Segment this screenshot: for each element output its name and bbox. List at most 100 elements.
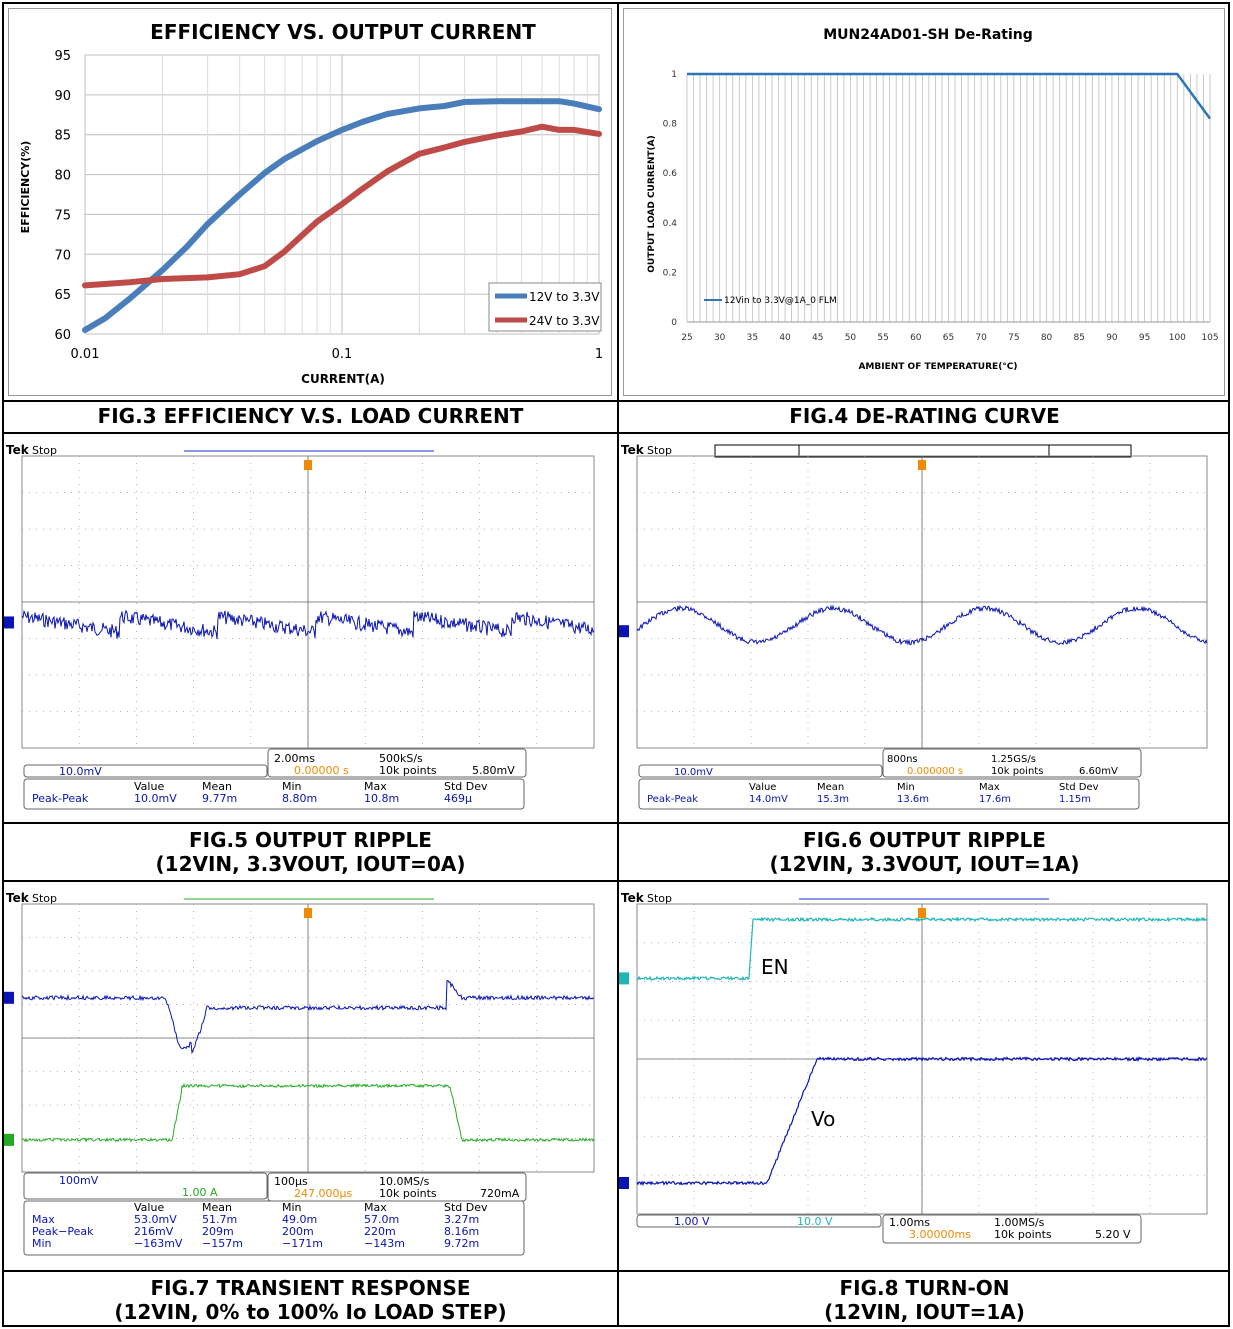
meas-value: 3.27m	[444, 1213, 479, 1226]
scope-state: Stop	[32, 444, 57, 457]
grid-divider-2	[2, 432, 1230, 434]
scope-state: Stop	[647, 892, 672, 905]
meas-row-label: Peak-Peak	[647, 794, 698, 805]
timebase: 2.00ms	[274, 752, 315, 765]
trigger-level: 6.60mV	[1079, 766, 1118, 777]
timebase: 100µs	[274, 1175, 308, 1188]
meas-header: Mean	[817, 782, 844, 793]
y-tick-label: 70	[54, 248, 71, 263]
meas-header: Max	[364, 780, 387, 793]
meas-value: 209m	[202, 1225, 234, 1238]
y-tick-label: 0.4	[663, 219, 678, 229]
vo-trace-label: Vo	[811, 1107, 835, 1131]
trigger-marker	[918, 908, 926, 918]
fig7-caption-line1: FIG.7 TRANSIENT RESPONSE	[150, 1276, 471, 1300]
trigger-position: 247.000µs	[294, 1187, 352, 1200]
scope-brand: Tek	[6, 443, 30, 457]
scope-readout: 100µs 10.0MS/s 247.000µs 10k points 720m…	[23, 1172, 527, 1256]
meas-value: 15.3m	[817, 794, 849, 805]
meas-row-label: Peak-Peak	[32, 792, 89, 805]
series-line-12v	[82, 98, 602, 333]
x-tick-label: 75	[1008, 333, 1019, 343]
scope-brand: Tek	[6, 891, 30, 905]
series-line-derating	[687, 72, 1212, 120]
meas-header: Value	[134, 780, 164, 793]
ch1-scale: 10.0mV	[59, 765, 102, 778]
meas-value: 57.0m	[364, 1213, 399, 1226]
x-tick-label: 50	[845, 333, 857, 343]
x-tick-label: 45	[812, 333, 823, 343]
derating-y-label: OUTPUT LOAD CURRENT(A)	[647, 135, 657, 272]
sample-rate: 1.25GS/s	[991, 754, 1036, 765]
x-tick-label: 25	[681, 333, 692, 343]
fig8-caption-line2: (12VIN, IOUT=1A)	[824, 1300, 1025, 1324]
x-tick-label: 55	[877, 333, 888, 343]
ch1-trace	[636, 604, 1208, 646]
trigger-level: 5.80mV	[472, 764, 515, 777]
meas-header: Min	[897, 782, 915, 793]
y-tick-label: 80	[54, 169, 71, 184]
trigger-marker	[918, 460, 926, 470]
fig7-caption-line2: (12VIN, 0% to 100% Io LOAD STEP)	[114, 1300, 507, 1324]
meas-row-label: Peak−Peak	[32, 1225, 94, 1238]
record-length: 10k points	[994, 1228, 1052, 1241]
grid-divider-3	[2, 822, 1230, 824]
record-length: 10k points	[379, 1187, 437, 1200]
x-tick-label: 60	[910, 333, 922, 343]
fig6-caption-line1: FIG.6 OUTPUT RIPPLE	[803, 828, 1046, 852]
y-tick-label: 0.8	[663, 120, 678, 130]
meas-header: Value	[134, 1201, 164, 1214]
meas-value: 469µ	[444, 792, 472, 805]
trigger-position: 0.00000 s	[294, 764, 349, 777]
y-tick-label: 0	[671, 318, 677, 328]
x-tick-label: 85	[1074, 333, 1085, 343]
meas-value: 14.0mV	[749, 794, 788, 805]
meas-value: 10.8m	[364, 792, 399, 805]
derating-x-label: AMBIENT OF TEMPERATURE(°C)	[858, 362, 1017, 372]
meas-row-label: Max	[32, 1213, 55, 1226]
channel-marker	[4, 1133, 14, 1146]
y-tick-label: 95	[54, 49, 71, 64]
scope-brand: Tek	[621, 891, 645, 905]
efficiency-x-label: CURRENT(A)	[301, 372, 385, 386]
derating-chart-panel: MUN24AD01-SH De-Rating OUTPUT LOAD CURRE…	[623, 8, 1225, 396]
grid-divider-vertical	[617, 2, 619, 1327]
grid-divider-1	[2, 400, 1230, 402]
ch2-scale: 10.0 V	[797, 1215, 833, 1228]
channel-marker	[4, 616, 14, 629]
meas-value: 9.72m	[444, 1237, 479, 1250]
meas-row-label: Min	[32, 1237, 52, 1250]
sample-rate: 10.0MS/s	[379, 1175, 430, 1188]
x-tick-label: 65	[943, 333, 954, 343]
x-tick-label: 90	[1106, 333, 1118, 343]
y-tick-label: 60	[54, 328, 71, 343]
trigger-level: 720mA	[480, 1187, 520, 1200]
trigger-marker	[304, 908, 312, 918]
efficiency-chart-panel: EFFICIENCY VS. OUTPUT CURRENT EFFICIENCY…	[8, 8, 612, 396]
meas-header: Min	[282, 780, 302, 793]
ch2-trace	[636, 916, 1208, 982]
meas-value: 8.16m	[444, 1225, 479, 1238]
meas-value: 1.15m	[1059, 794, 1091, 805]
en-trace-label: EN	[761, 955, 789, 979]
scope-fig7: Tek Stop 100µs 10.0MS/s 247.000µs 10k po…	[4, 884, 616, 1268]
ch4-trace	[22, 1083, 595, 1143]
fig4-caption: FIG.4 DE-RATING CURVE	[789, 404, 1060, 428]
series-line-24v	[82, 123, 602, 289]
derating-chart-title: MUN24AD01-SH De-Rating	[823, 27, 1033, 43]
record-length: 10k points	[379, 764, 437, 777]
meas-value: 53.0mV	[134, 1213, 177, 1226]
record-length: 10k points	[991, 766, 1043, 777]
y-tick-label: 0.2	[663, 268, 677, 278]
channel-marker	[619, 972, 629, 985]
ch1-scale: 1.00 V	[674, 1215, 710, 1228]
y-tick-label: 0.6	[663, 169, 678, 179]
scope-fig5: Tek Stop 2.00ms 500kS/s 0.00000 s 10k po…	[4, 436, 616, 820]
derating-chart: MUN24AD01-SH De-Rating OUTPUT LOAD CURRE…	[647, 27, 1219, 372]
sample-rate: 1.00MS/s	[994, 1216, 1045, 1229]
trigger-level: 5.20 V	[1095, 1228, 1131, 1241]
x-tick-label: 0.01	[71, 347, 100, 362]
meas-value: 17.6m	[979, 794, 1011, 805]
meas-value: 49.0m	[282, 1213, 317, 1226]
